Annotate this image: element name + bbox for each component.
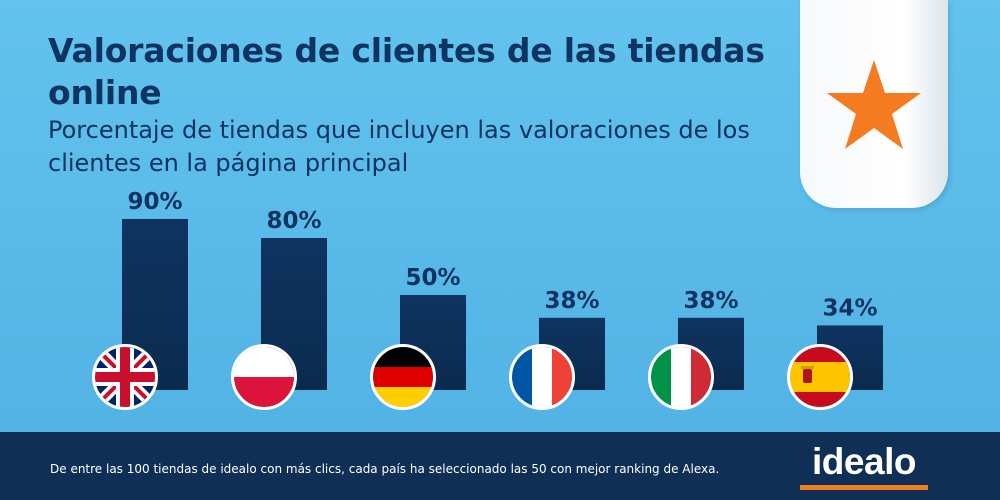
bar-chart: 90% 80% 50% 38% 38% 34% bbox=[92, 189, 883, 410]
data-label-2: 50% bbox=[405, 265, 460, 291]
logo-text: idealo bbox=[812, 441, 916, 482]
chart-subtitle: Porcentaje de tiendas que incluyen las v… bbox=[48, 116, 750, 177]
idealo-logo: idealo bbox=[794, 442, 934, 490]
data-label-4: 38% bbox=[683, 288, 738, 314]
italy-flag-icon bbox=[648, 344, 714, 410]
data-label-1: 80% bbox=[266, 208, 321, 234]
data-label-3: 38% bbox=[544, 288, 599, 314]
footer-bar: De entre las 100 tiendas de idealo con m… bbox=[0, 432, 1000, 500]
logo-underline bbox=[800, 485, 928, 490]
star-ribbon bbox=[800, 0, 948, 208]
uk-flag-icon bbox=[92, 344, 158, 410]
chart-title: Valoraciones de clientes de las tiendas … bbox=[48, 31, 765, 112]
data-label-5: 34% bbox=[822, 295, 877, 321]
star-icon bbox=[827, 60, 921, 149]
footnote: De entre las 100 tiendas de idealo con m… bbox=[50, 462, 720, 476]
poland-flag-icon bbox=[231, 344, 297, 410]
spain-flag-icon bbox=[787, 344, 853, 410]
data-label-0: 90% bbox=[127, 189, 182, 215]
germany-flag-icon bbox=[370, 344, 436, 410]
france-flag-icon bbox=[509, 344, 575, 410]
